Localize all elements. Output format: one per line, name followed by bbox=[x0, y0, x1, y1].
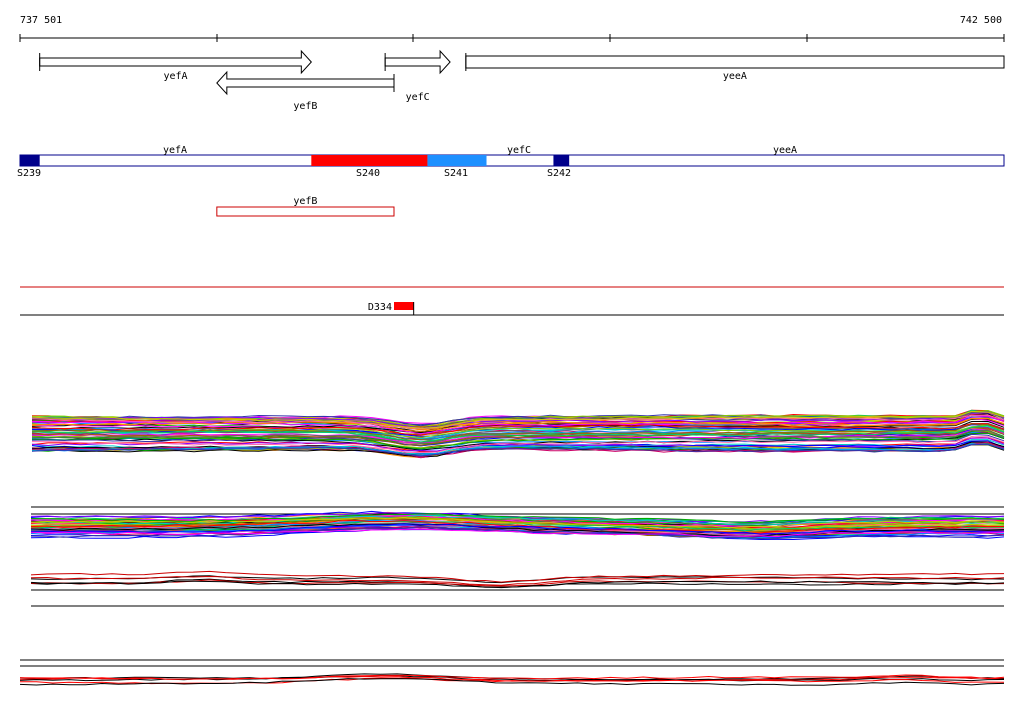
expression-trace bbox=[31, 412, 1005, 429]
gene-label-yeeA: yeeA bbox=[723, 71, 747, 82]
coordinate-ruler: 737 501 742 500 bbox=[19, 15, 1005, 42]
expression-profiles-panel-4 bbox=[19, 673, 1005, 686]
segment-track: S239 S240 S241 S242 yefA yefC yeeA bbox=[17, 145, 1005, 179]
expression-trace bbox=[31, 423, 1005, 436]
expression-trace bbox=[30, 519, 1005, 534]
expression-trace bbox=[19, 678, 1005, 686]
segment-S239[interactable] bbox=[20, 155, 40, 166]
segment-S241[interactable] bbox=[427, 155, 487, 166]
expression-trace bbox=[30, 516, 1005, 529]
feature-D334[interactable] bbox=[393, 302, 414, 310]
expression-profiles-panel-2 bbox=[30, 510, 1005, 541]
expression-profiles-panel-3 bbox=[30, 570, 1005, 589]
expression-trace bbox=[31, 436, 1005, 454]
expression-trace bbox=[30, 575, 1005, 584]
ruler-ticks bbox=[19, 34, 1005, 42]
gene-label-yefC: yefC bbox=[406, 92, 430, 103]
segment-label-S239: S239 bbox=[17, 168, 41, 179]
expression-trace bbox=[19, 675, 1005, 682]
segment-gene-label-yefA: yefA bbox=[163, 145, 187, 156]
expression-trace bbox=[30, 526, 1005, 540]
expression-trace bbox=[31, 427, 1005, 446]
segment-gene-label-yeeA: yeeA bbox=[773, 145, 797, 156]
expression-trace bbox=[30, 516, 1005, 532]
expression-trace bbox=[19, 674, 1005, 680]
gene-label-yefB: yefB bbox=[293, 101, 317, 112]
segment-gene-label-yefC: yefC bbox=[507, 145, 531, 156]
feature-track: D334 bbox=[368, 302, 415, 315]
expression-trace bbox=[30, 570, 1005, 583]
expression-trace bbox=[32, 433, 1005, 447]
segment-label-S242: S242 bbox=[547, 168, 571, 179]
expression-trace bbox=[30, 580, 1005, 589]
expression-profiles-panel-1 bbox=[31, 409, 1005, 459]
expression-trace bbox=[31, 414, 1005, 430]
expression-trace bbox=[31, 418, 1005, 431]
expression-trace bbox=[31, 443, 1005, 457]
expression-trace bbox=[30, 523, 1005, 537]
gene-arrow-yeeA[interactable] bbox=[465, 55, 1005, 69]
gene-annotation-track: yefA yefB yefC yeeA bbox=[39, 49, 1005, 112]
expression-trace bbox=[30, 575, 1005, 586]
antisense-track: yefB bbox=[216, 196, 395, 217]
expression-trace bbox=[32, 425, 1005, 443]
ruler-end-label: 742 500 bbox=[960, 15, 1002, 26]
feature-label-D334: D334 bbox=[368, 302, 392, 313]
expression-trace bbox=[31, 410, 1005, 429]
antisense-gene-label: yefB bbox=[293, 196, 317, 207]
expression-trace bbox=[30, 528, 1005, 538]
gene-arrow-yefC[interactable] bbox=[384, 49, 451, 75]
gene-arrow-yefA[interactable] bbox=[39, 49, 312, 75]
segment-S240[interactable] bbox=[311, 155, 428, 166]
segment-label-S240: S240 bbox=[356, 168, 380, 179]
segment-label-S241: S241 bbox=[444, 168, 468, 179]
gene-arrow-yefB[interactable] bbox=[216, 70, 395, 96]
antisense-transcript[interactable] bbox=[216, 206, 395, 217]
ruler-start-label: 737 501 bbox=[20, 15, 62, 26]
segment-track-bar bbox=[19, 154, 1005, 167]
gene-label-yefA: yefA bbox=[163, 71, 187, 82]
expression-trace bbox=[20, 677, 1005, 685]
expression-trace bbox=[30, 523, 1005, 535]
segment-S242[interactable] bbox=[553, 155, 570, 166]
expression-trace bbox=[30, 513, 1005, 523]
